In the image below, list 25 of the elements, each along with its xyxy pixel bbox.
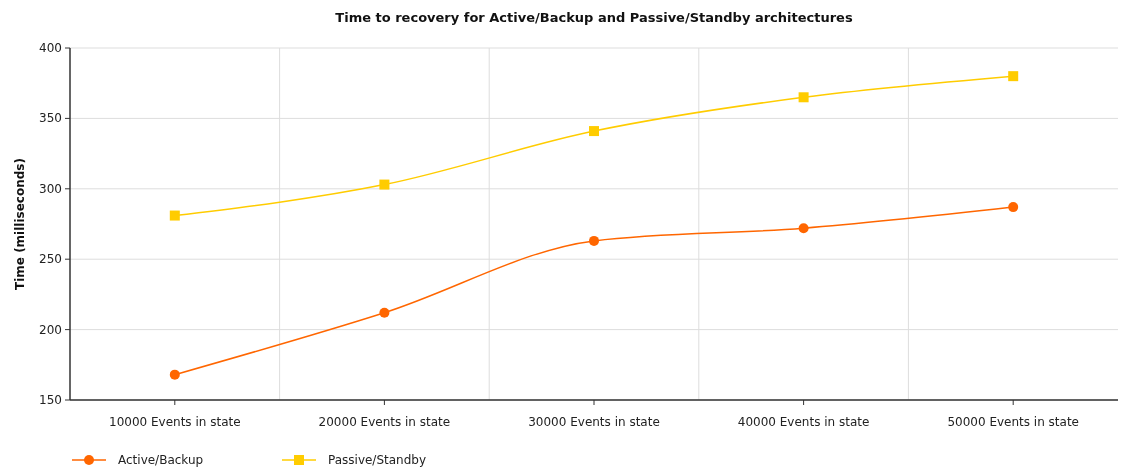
y-tick-label: 150 [39, 393, 62, 407]
y-axis-title: Time (milliseconds) [13, 158, 27, 290]
point [798, 223, 809, 234]
y-tick-label: 400 [39, 41, 62, 55]
y-tick-label: 300 [39, 181, 62, 196]
chart-title: Time to recovery for Active/Backup and Passive/Standby architectures [335, 10, 853, 25]
point [379, 179, 390, 190]
legend-label: Passive/Standby [328, 453, 427, 467]
legend-label: Active/Backup [118, 453, 204, 467]
point [379, 307, 390, 318]
y-tick-label: 200 [39, 322, 62, 337]
y-tick-label: 250 [39, 252, 62, 267]
x-tick-label: 40000 Events in state [737, 415, 870, 429]
x-tick-label: 20000 Events in state [318, 415, 451, 429]
y-tick-label: 350 [39, 111, 62, 126]
point [169, 369, 180, 380]
point [589, 126, 599, 137]
point [1008, 202, 1019, 213]
point [1008, 71, 1019, 82]
point [169, 210, 180, 221]
x-tick-label: 30000 Events in state [528, 415, 660, 429]
x-tick-label: 10000 Events in state [109, 415, 241, 429]
point [589, 235, 599, 246]
point [798, 92, 809, 103]
x-tick-label: 50000 Events in state [947, 415, 1079, 429]
